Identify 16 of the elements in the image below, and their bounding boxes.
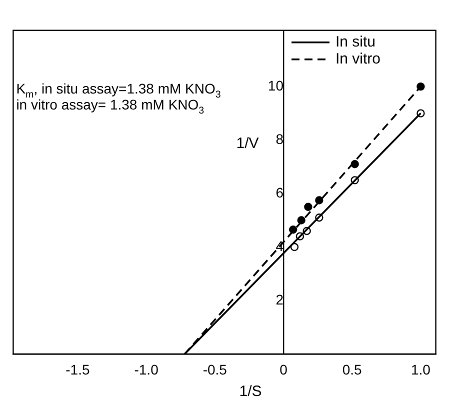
point	[304, 202, 312, 212]
legend-label: In vitro	[336, 50, 381, 68]
legend-label: In situ	[336, 34, 376, 51]
x-tick-label: 0.5	[342, 361, 362, 378]
x-axis-title: 1/S	[239, 383, 262, 400]
y-tick-label: 8	[276, 130, 284, 147]
x-tick-label: -1.5	[66, 361, 90, 378]
x-tick-label: 1.0	[410, 361, 431, 378]
y-axis-title: 1/V	[236, 135, 259, 152]
x-tick-label: 0	[280, 361, 288, 378]
x-tick-label: -1.0	[134, 361, 159, 378]
y-tick-label: 6	[276, 184, 284, 200]
x-tick-label: -0.5	[202, 361, 228, 378]
y-tick-label: 2	[276, 291, 284, 308]
y-tick-label: 10	[268, 77, 284, 94]
point	[315, 196, 324, 204]
